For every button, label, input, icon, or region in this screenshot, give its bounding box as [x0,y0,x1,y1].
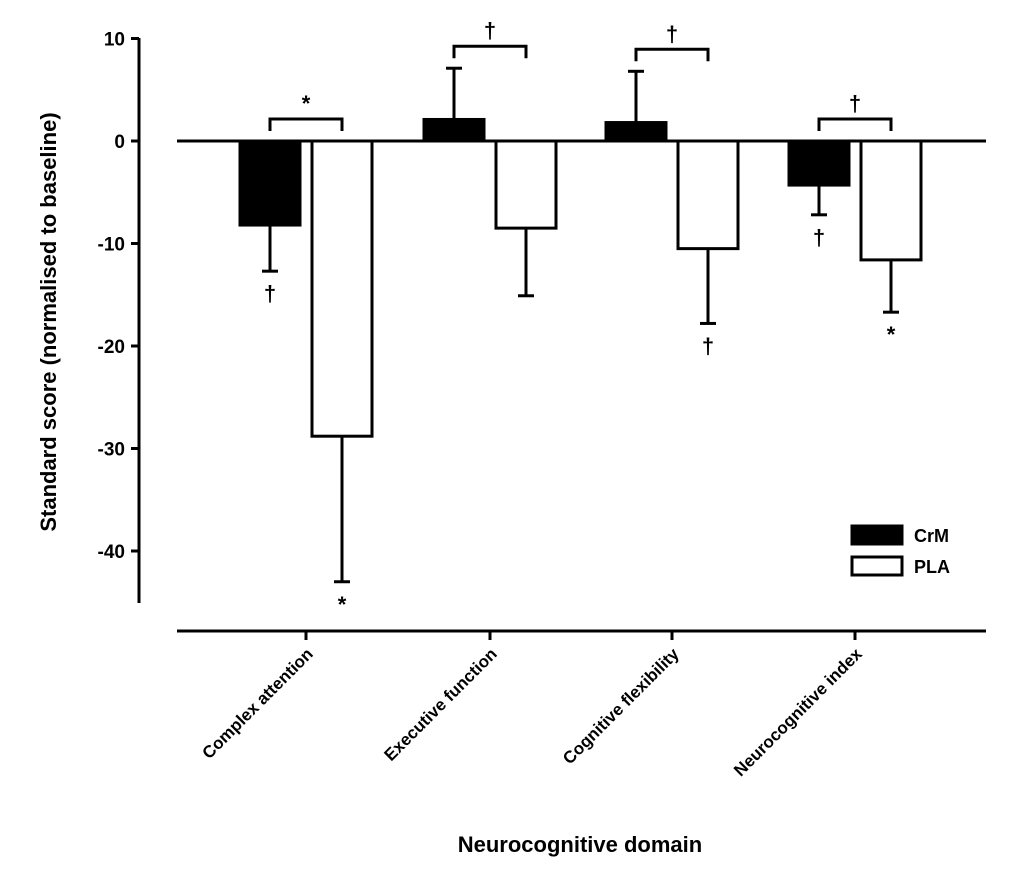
x-axis-title: Neurocognitive domain [458,832,702,857]
bar-crm [787,139,851,187]
within-group-marker: † [813,225,825,250]
x-axis: Complex attention Executive function Cogni… [177,629,986,780]
bar-pla [494,139,558,230]
bar-crm [422,117,486,143]
y-axis: 10 0 -10 -20 -30 -40 [98,30,141,603]
y-tick-label: -40 [98,542,125,563]
bracket-marker: † [484,18,496,43]
significance-bracket [634,47,710,62]
bracket-marker: * [302,91,311,116]
bar-series [238,117,923,438]
within-group-marker: * [338,592,347,617]
y-tick-label: -30 [98,440,125,461]
bar-pla [310,139,374,438]
within-group-marker: * [887,322,896,347]
within-group-marker: † [702,333,714,358]
bar-crm [604,121,668,143]
y-tick-label: -10 [98,235,125,256]
legend: CrM PLA [850,524,950,577]
x-tick-label: Executive function [381,644,501,764]
legend-label-pla: PLA [914,557,950,577]
significance-markers: † † * † * [264,225,896,617]
significance-bracket [817,117,893,131]
x-tick-label: Cognitive flexibility [559,644,683,768]
y-tick-label: -20 [98,337,125,358]
significance-bracket [452,44,528,59]
error-bars [262,66,899,584]
bracket-marker: † [849,91,861,116]
significance-brackets: * † † † [268,18,893,131]
y-tick-label: 0 [114,132,125,153]
bar-pla [676,139,740,251]
legend-swatch-pla [850,555,904,577]
x-tick-label: Complex attention [199,644,317,762]
within-group-marker: † [264,281,276,306]
y-tick-label: 10 [104,30,125,51]
bar-crm [238,139,302,227]
legend-label-crm: CrM [914,526,949,546]
y-axis-title: Standard score (normalised to baseline) [36,112,61,531]
bar-pla [859,139,923,262]
significance-bracket [268,117,344,131]
x-tick-label: Neurocognitive index [730,644,866,780]
legend-swatch-crm [850,524,904,546]
bracket-marker: † [666,21,678,46]
